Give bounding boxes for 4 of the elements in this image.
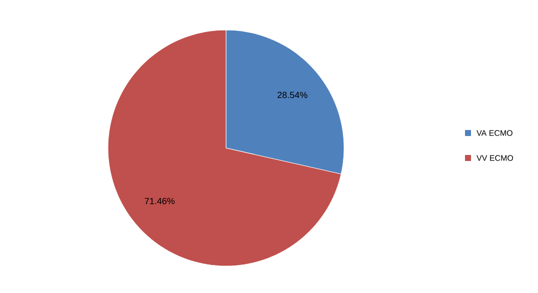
legend-label: VA ECMO	[476, 130, 512, 136]
data-label: 71.46%	[144, 198, 175, 204]
legend-label: VV ECMO	[476, 155, 514, 161]
data-label: 28.54%	[278, 92, 308, 98]
